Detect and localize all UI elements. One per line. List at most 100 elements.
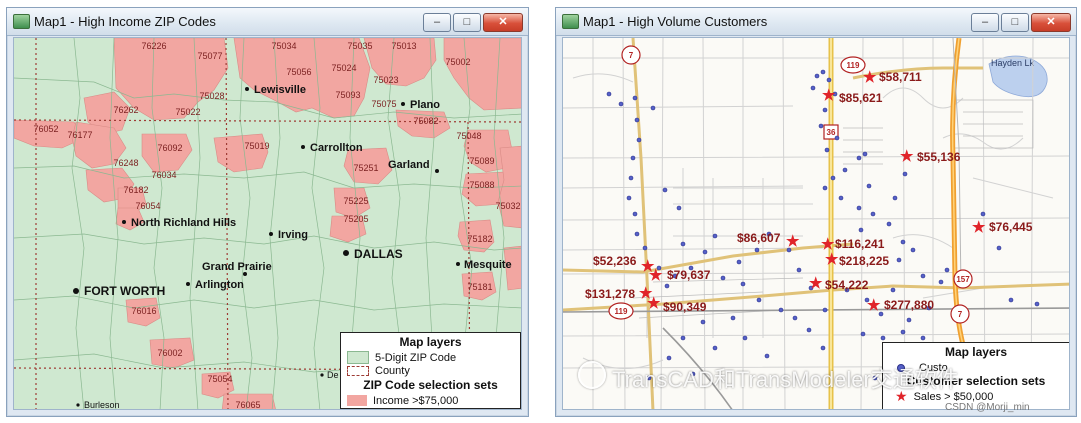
city-label: Lewisville: [254, 84, 306, 96]
map-window-high-income[interactable]: Map1 - High Income ZIP Codes – □ ✕: [6, 7, 529, 417]
zip-label: 75089: [469, 156, 494, 166]
legend-label: Income >$75,000: [373, 394, 459, 407]
map-canvas[interactable]: 76226 75077 75034 75035 75013 75056 7502…: [13, 37, 522, 410]
zip-boundaries: [14, 38, 521, 409]
route-shield-label: 36: [827, 128, 836, 137]
maximize-icon[interactable]: □: [453, 13, 481, 32]
star-icon: ★: [649, 267, 663, 284]
map-canvas[interactable]: Hayden Lk: [562, 37, 1070, 410]
zip-swatch: [347, 351, 369, 364]
city-label: De: [327, 370, 339, 380]
star-icon: ★: [822, 87, 836, 104]
legend-row: Custo: [891, 359, 1061, 376]
zip-label: 76034: [151, 170, 176, 180]
route-shield-label: 119: [847, 61, 860, 70]
sales-label: $85,621: [839, 91, 883, 105]
star-icon: ★: [972, 219, 986, 236]
city-label: DALLAS: [354, 247, 403, 261]
state-roads: [563, 307, 1069, 409]
city-label: Carrollton: [310, 142, 363, 154]
legend-title: Map layers: [399, 335, 462, 349]
zip-label: 76016: [131, 306, 156, 316]
route-shield-label: 157: [956, 275, 970, 284]
star-icon: ★: [900, 148, 914, 165]
sales-label: $218,225: [839, 254, 890, 268]
star-icon: ★: [647, 295, 661, 312]
sales-label: $52,236: [593, 254, 637, 268]
zip-label: 75032: [495, 201, 520, 211]
legend-row: Income >$75,000: [347, 392, 514, 409]
zip-label: 75023: [373, 75, 398, 85]
lake-label: Hayden Lk: [991, 58, 1035, 68]
zip-label: 75181: [467, 282, 492, 292]
zip-label: 76182: [123, 185, 148, 195]
customer-dot-swatch: [897, 363, 905, 372]
zip-label: 75082: [413, 116, 438, 126]
sales-label: $79,637: [667, 268, 711, 282]
county-swatch: [347, 365, 369, 376]
legend-row: 5-Digit ZIP Code: [347, 349, 514, 366]
window-title: Map1 - High Volume Customers: [583, 14, 768, 29]
city-label: Burleson: [84, 400, 120, 410]
zip-label: 75251: [353, 163, 378, 173]
city-label: FORT WORTH: [84, 284, 165, 298]
route-shield-label: 7: [958, 310, 963, 319]
income-swatch: [347, 395, 367, 406]
sales-label: $55,136: [917, 150, 961, 164]
star-icon: ★: [895, 388, 908, 404]
city-label: North Richland Hills: [131, 217, 236, 229]
sales-label: $58,711: [879, 70, 922, 84]
legend-label: County: [375, 364, 410, 377]
zip-label: 75093: [335, 90, 360, 100]
minimize-icon[interactable]: –: [971, 13, 999, 32]
title-bar[interactable]: Map1 - High Income ZIP Codes – □ ✕: [7, 8, 528, 36]
zip-label: 76248: [113, 158, 138, 168]
customer-points: [606, 69, 1040, 381]
legend-subtitle: Customer selection sets: [906, 374, 1046, 388]
star-icon: ★: [825, 251, 839, 268]
title-bar[interactable]: Map1 - High Volume Customers – □ ✕: [556, 8, 1076, 36]
close-icon[interactable]: ✕: [483, 13, 523, 32]
star-icon: ★: [863, 69, 877, 86]
zip-label: 75024: [331, 63, 356, 73]
city-label: Plano: [410, 99, 440, 111]
map-app-icon: [13, 14, 30, 29]
legend-subtitle: ZIP Code selection sets: [363, 378, 498, 392]
zip-label: 75075: [371, 99, 396, 109]
zip-label: 76052: [33, 124, 58, 134]
sales-label: $90,349: [663, 300, 707, 314]
sales-label: $116,241: [835, 237, 885, 251]
zip-code-map[interactable]: 76226 75077 75034 75035 75013 75056 7502…: [14, 38, 522, 410]
zip-label: 75035: [347, 41, 372, 51]
star-icon: ★: [867, 297, 881, 314]
sales-label: $131,278: [585, 287, 636, 301]
star-icon: ★: [641, 258, 655, 275]
minimize-icon[interactable]: –: [423, 13, 451, 32]
star-icon: ★: [786, 233, 800, 250]
wechat-icon: [578, 361, 606, 389]
legend-label: Sales > $50,000: [913, 390, 994, 403]
star-icon: ★: [821, 236, 835, 253]
window-title: Map1 - High Income ZIP Codes: [34, 14, 216, 29]
maximize-icon[interactable]: □: [1001, 13, 1029, 32]
zip-label: 75022: [175, 107, 200, 117]
sales-label: $86,607: [737, 231, 781, 245]
zip-label: 76054: [135, 201, 160, 211]
map-window-high-volume[interactable]: Map1 - High Volume Customers – □ ✕ Hayde…: [555, 7, 1077, 417]
close-icon[interactable]: ✕: [1031, 13, 1071, 32]
watermark-text: TransCAD和TransModeler交通软件: [612, 367, 959, 392]
zip-label: 75225: [343, 196, 368, 206]
zip-label: 75088: [469, 180, 494, 190]
city-label: Irving: [278, 229, 308, 241]
credit-text: CSDN @Morji_min: [945, 402, 1030, 413]
sales-label: $76,445: [989, 220, 1033, 234]
zip-label: 75054: [207, 374, 232, 384]
map-app-icon: [562, 14, 579, 29]
city-label: Grand Prairie: [202, 261, 272, 273]
city-label: Arlington: [195, 279, 244, 291]
route-shield-label: 119: [615, 307, 628, 316]
zip-label: 75034: [271, 41, 296, 51]
sales-layer: ★ $58,711 ★ $85,621 ★ $55,136 ★ $76,445 …: [563, 38, 1069, 409]
zip-label: 76177: [67, 130, 92, 140]
legend-label: 5-Digit ZIP Code: [375, 351, 457, 364]
